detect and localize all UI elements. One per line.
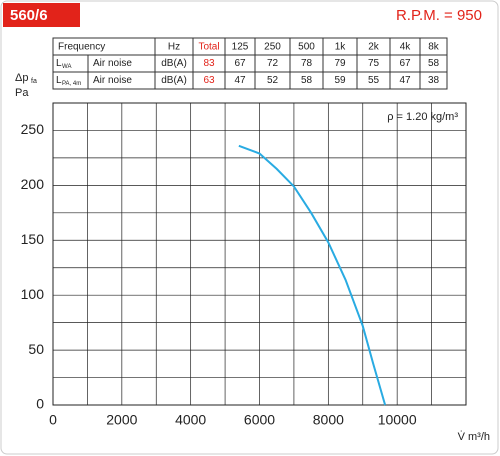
x-tick-label: 4000	[175, 412, 206, 428]
header-cell: 250	[264, 42, 281, 53]
x-tick-label: 10000	[378, 412, 417, 428]
y-label-sub: fa	[31, 78, 37, 85]
cell: 47	[234, 75, 246, 86]
row-symbol: L	[56, 58, 62, 69]
y-tick-label: 100	[21, 286, 45, 302]
y-tick-label: 50	[28, 341, 44, 357]
noise-table: Frequency Hz Total 125 250 500 1k 2k 4k 8k L WA Air …	[52, 37, 448, 90]
cell: 79	[334, 58, 346, 69]
header-cell: 125	[232, 42, 249, 53]
cell: 67	[234, 58, 246, 69]
cell: 75	[368, 58, 380, 69]
cell: dB(A)	[161, 58, 187, 69]
row-symbol-sub: WA	[62, 64, 71, 70]
header-cell: Frequency	[58, 42, 105, 53]
x-tick-label: 8000	[313, 412, 344, 428]
y-tick-label: 200	[21, 176, 45, 192]
curve	[238, 144, 387, 406]
row-label: Air noise	[93, 75, 132, 86]
y-label: Δp	[15, 72, 28, 84]
cell: 47	[399, 75, 411, 86]
header-cell: 4k	[400, 42, 412, 53]
y-tick-label: 250	[21, 121, 45, 137]
x-tick-label: 2000	[106, 412, 137, 428]
header-cell: 500	[298, 42, 315, 53]
chart: 0 50 100 150 200 250 0 2000 4000 6000 8000 10000 Δp f…	[15, 72, 490, 443]
x-tick-label: 0	[49, 412, 57, 428]
cell: 63	[203, 75, 215, 86]
cell: dB(A)	[161, 75, 187, 86]
cell: 55	[368, 75, 380, 86]
cell: 59	[334, 75, 346, 86]
cell: 58	[428, 58, 440, 69]
cell: 67	[399, 58, 411, 69]
rpm: R.P.M. = 950	[396, 7, 482, 24]
model-tab	[3, 3, 80, 27]
cell: 72	[267, 58, 279, 69]
x-label: V̇ m³/h	[458, 430, 490, 443]
annotation: ρ = 1.20 kg/m³	[387, 111, 458, 123]
header-cell: Hz	[168, 42, 180, 53]
y-unit: Pa	[15, 87, 29, 99]
header-cell: 2k	[368, 42, 380, 53]
table-border	[52, 37, 448, 90]
row-symbol: L	[56, 75, 62, 86]
row-symbol-sub: PA, 4m	[62, 81, 81, 87]
y-tick-label: 0	[36, 396, 44, 412]
row-label: Air noise	[93, 58, 132, 69]
cell: 52	[267, 75, 279, 86]
header-cell: Total	[198, 42, 219, 53]
x-tick-label: 6000	[244, 412, 275, 428]
cell: 38	[428, 75, 440, 86]
model: 560/6	[10, 7, 48, 24]
header-cell: 1k	[335, 42, 347, 53]
y-tick-label: 150	[21, 231, 45, 247]
cell: 83	[203, 58, 215, 69]
cell: 78	[301, 58, 313, 69]
header-cell: 8k	[428, 42, 440, 53]
cell: 58	[301, 75, 313, 86]
